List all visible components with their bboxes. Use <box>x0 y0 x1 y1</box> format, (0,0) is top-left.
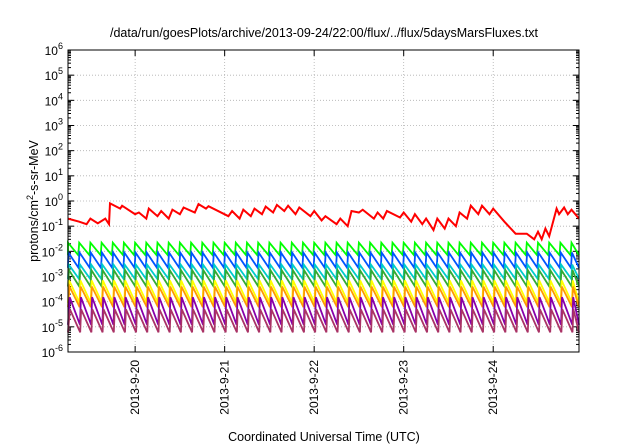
y-tick-label-exp: 6 <box>58 41 63 51</box>
y-tick-label: 10-6 <box>42 343 63 360</box>
x-tick-label: 2013-9-20 <box>128 360 142 415</box>
y-axis-label-suffix: -s-sr-MeV <box>27 139 41 195</box>
y-tick-label-base: 10 <box>45 145 59 159</box>
series-line-1 <box>67 201 580 242</box>
y-tick-label-exp: -3 <box>55 268 63 278</box>
y-axis-label-prefix: protons/cm <box>27 200 41 262</box>
y-tick-label-base: 10 <box>42 220 56 234</box>
x-tick-label: 2013-9-22 <box>307 360 321 415</box>
series-line-3 <box>67 249 580 271</box>
y-tick-label: 10-1 <box>42 217 63 234</box>
y-tick-label-exp: -2 <box>55 242 63 252</box>
y-tick-label: 100 <box>45 192 63 209</box>
series-line-9 <box>67 308 580 333</box>
y-tick-label-exp: 2 <box>58 142 63 152</box>
y-tick-label: 103 <box>45 117 63 134</box>
y-tick-label: 104 <box>45 91 63 108</box>
series-line-2 <box>67 239 580 258</box>
y-tick-label: 106 <box>45 41 63 58</box>
y-tick-label-base: 10 <box>42 296 56 310</box>
x-axis-label: Coordinated Universal Time (UTC) <box>228 430 420 444</box>
grid <box>68 50 579 352</box>
y-tick-label-exp: -6 <box>55 343 63 353</box>
y-axis-label: protons/cm2-s-sr-MeV <box>25 139 41 261</box>
y-tick-label: 10-2 <box>42 242 63 259</box>
y-tick-label-base: 10 <box>42 271 56 285</box>
plot-frame <box>67 49 580 353</box>
y-tick-label: 10-3 <box>42 268 63 285</box>
x-tick-label: 2013-9-23 <box>397 360 411 415</box>
y-tick-label-exp: 5 <box>58 66 63 76</box>
y-tick-label-base: 10 <box>45 170 59 184</box>
y-tick-label-exp: -5 <box>55 318 63 328</box>
y-tick-label-base: 10 <box>42 321 56 335</box>
y-tick-label: 10-5 <box>42 318 63 335</box>
y-tick-label: 101 <box>45 167 63 184</box>
x-axis-ticks: 2013-9-20 2013-9-21 2013-9-22 2013-9-23 2013… <box>128 50 500 415</box>
y-tick-label: 102 <box>45 142 63 159</box>
y-tick-label-base: 10 <box>45 44 59 58</box>
y-axis-label-sup: 2 <box>25 195 35 200</box>
y-tick-label-base: 10 <box>45 94 59 108</box>
y-tick-label-exp: 1 <box>58 167 63 177</box>
y-tick-label-base: 10 <box>42 346 56 360</box>
y-axis-ticks: 10-610-510-410-310-210-11001011021031041… <box>42 41 579 360</box>
y-tick-label-exp: 3 <box>58 117 63 127</box>
x-tick-label: 2013-9-24 <box>486 360 500 415</box>
y-tick-label-base: 10 <box>45 69 59 83</box>
x-tick-label: 2013-9-21 <box>218 360 232 415</box>
y-tick-label: 10-4 <box>42 293 63 310</box>
chart-title: /data/run/goesPlots/archive/2013-09-24/2… <box>110 26 539 40</box>
y-tick-label-exp: 4 <box>58 91 63 101</box>
series-group <box>67 201 580 333</box>
y-tick-label-base: 10 <box>45 195 59 209</box>
y-tick-label: 105 <box>45 66 63 83</box>
y-tick-label-base: 10 <box>42 245 56 259</box>
y-tick-label-exp: -1 <box>55 217 63 227</box>
y-tick-label-exp: -4 <box>55 293 63 303</box>
y-tick-label-exp: 0 <box>58 192 63 202</box>
y-tick-label-base: 10 <box>45 120 59 134</box>
